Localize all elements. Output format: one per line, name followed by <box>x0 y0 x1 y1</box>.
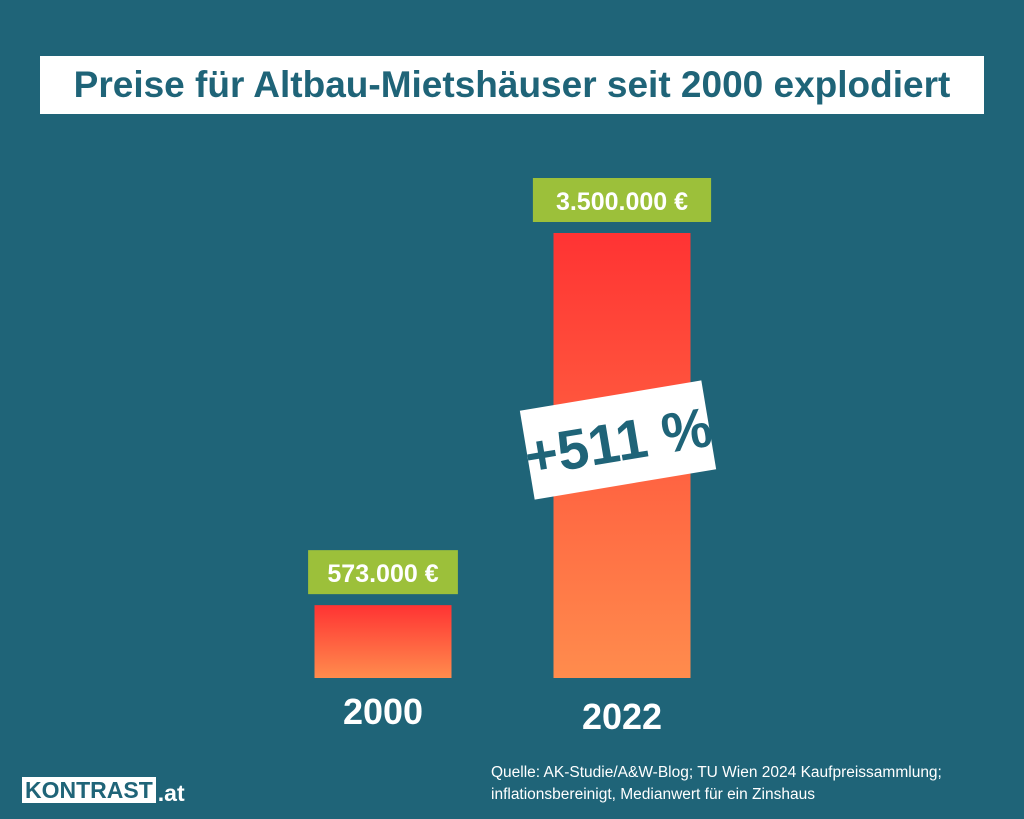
source-line-1: Quelle: AK-Studie/A&W-Blog; TU Wien 2024… <box>491 764 942 781</box>
title-box: Preise für Altbau-Mietshäuser seit 2000 … <box>40 56 984 114</box>
source-line-2: inflationsbereinigt, Medianwert für ein … <box>491 786 815 803</box>
value-label-2022: 3.500.000 € <box>556 188 688 216</box>
source-note: Quelle: AK-Studie/A&W-Blog; TU Wien 2024… <box>491 762 1011 806</box>
kontrast-logo: KONTRAST .at <box>22 776 185 806</box>
bars-group: 573.000 € 2000 3.500.000 € 2022 <box>308 178 712 737</box>
value-label-box-2000 <box>308 550 458 595</box>
category-label-2000: 2000 <box>343 691 423 732</box>
category-label-2022: 2022 <box>582 696 662 737</box>
value-label-box-2022 <box>532 178 712 222</box>
value-label-2000: 573.000 € <box>327 560 438 588</box>
logo-main-text: KONTRAST <box>22 777 156 806</box>
bar-2000 <box>314 605 452 678</box>
annotation-box <box>519 380 717 500</box>
annotation-group: +511 % <box>519 380 717 500</box>
logo-suffix-text: .at <box>157 780 185 806</box>
chart-title: Preise für Altbau-Mietshäuser seit 2000 … <box>73 64 951 105</box>
